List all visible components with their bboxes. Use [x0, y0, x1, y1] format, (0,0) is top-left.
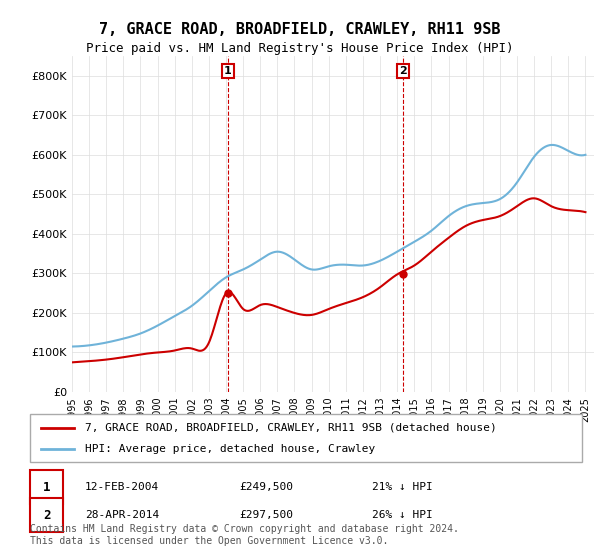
Text: £297,500: £297,500	[240, 510, 294, 520]
Text: 28-APR-2014: 28-APR-2014	[85, 510, 160, 520]
Text: HPI: Average price, detached house, Crawley: HPI: Average price, detached house, Craw…	[85, 444, 376, 454]
Text: Contains HM Land Registry data © Crown copyright and database right 2024.
This d: Contains HM Land Registry data © Crown c…	[30, 524, 459, 546]
Text: 7, GRACE ROAD, BROADFIELD, CRAWLEY, RH11 9SB (detached house): 7, GRACE ROAD, BROADFIELD, CRAWLEY, RH11…	[85, 423, 497, 433]
Text: £249,500: £249,500	[240, 482, 294, 492]
Text: 2: 2	[399, 66, 407, 76]
FancyBboxPatch shape	[30, 470, 63, 504]
Text: 1: 1	[43, 480, 50, 494]
Text: 21% ↓ HPI: 21% ↓ HPI	[372, 482, 433, 492]
Text: 12-FEB-2004: 12-FEB-2004	[85, 482, 160, 492]
FancyBboxPatch shape	[30, 498, 63, 532]
Text: 1: 1	[224, 66, 232, 76]
Text: 7, GRACE ROAD, BROADFIELD, CRAWLEY, RH11 9SB: 7, GRACE ROAD, BROADFIELD, CRAWLEY, RH11…	[99, 22, 501, 38]
FancyBboxPatch shape	[30, 414, 582, 462]
Text: Price paid vs. HM Land Registry's House Price Index (HPI): Price paid vs. HM Land Registry's House …	[86, 42, 514, 55]
Text: 26% ↓ HPI: 26% ↓ HPI	[372, 510, 433, 520]
Text: 2: 2	[43, 508, 50, 522]
